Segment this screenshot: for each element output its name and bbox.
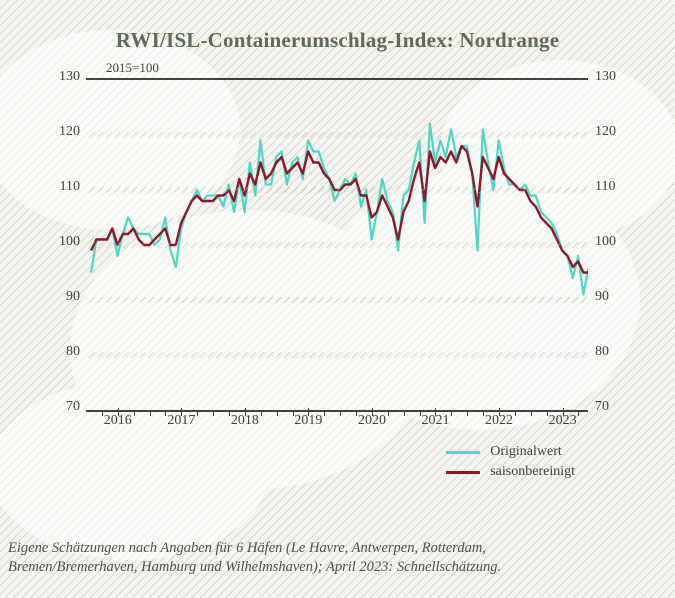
x-axis-label: 2017 xyxy=(167,413,195,429)
y-axis-label-right: 130 xyxy=(595,69,625,85)
x-tick-minor xyxy=(388,411,389,416)
x-tick-minor xyxy=(229,411,230,416)
legend-label-originalwert: Originalwert xyxy=(490,444,562,460)
y-axis-label-left: 80 xyxy=(50,344,80,360)
x-tick-minor xyxy=(134,411,135,416)
gridline xyxy=(86,187,588,193)
legend-swatch-saisonbereinigt xyxy=(446,471,480,474)
plot-area xyxy=(86,78,588,412)
x-tick-minor xyxy=(165,411,166,416)
x-tick-minor xyxy=(420,411,421,416)
gridline xyxy=(86,297,588,303)
x-tick-minor xyxy=(578,411,579,416)
y-axis-label-left: 100 xyxy=(50,234,80,250)
legend: Originalwert saisonbereinigt xyxy=(446,440,575,480)
y-axis-label-left: 70 xyxy=(50,399,80,415)
series-originalwert xyxy=(91,124,588,295)
legend-label-saisonbereinigt: saisonbereinigt xyxy=(490,464,575,480)
x-axis-label: 2016 xyxy=(104,413,132,429)
x-tick-minor xyxy=(531,411,532,416)
series-saisonbereinigt xyxy=(91,146,588,273)
footnote: Eigene Schätzungen nach Angaben für 6 Hä… xyxy=(8,539,667,578)
x-tick-minor xyxy=(483,411,484,416)
x-tick-minor xyxy=(356,411,357,416)
x-tick-minor xyxy=(277,411,278,416)
x-tick-minor xyxy=(547,411,548,416)
x-axis-label: 2023 xyxy=(549,413,577,429)
x-tick-minor xyxy=(324,411,325,416)
x-tick-minor xyxy=(467,411,468,416)
footnote-line1: Eigene Schätzungen nach Angaben für 6 Hä… xyxy=(8,540,486,556)
x-axis-label: 2020 xyxy=(358,413,386,429)
x-tick-minor xyxy=(213,411,214,416)
footnote-line2: Bremen/Bremerhaven, Hamburg und Wilhelms… xyxy=(8,559,501,575)
y-axis-label-left: 120 xyxy=(50,124,80,140)
x-tick-minor xyxy=(261,411,262,416)
y-axis-label-right: 110 xyxy=(595,179,625,195)
x-tick-minor xyxy=(293,411,294,416)
x-tick-minor xyxy=(197,411,198,416)
x-tick-minor xyxy=(150,411,151,416)
legend-swatch-originalwert xyxy=(446,451,480,454)
y-axis-label-left: 90 xyxy=(50,289,80,305)
chart-subtitle: 2015=100 xyxy=(106,60,159,76)
x-tick-minor xyxy=(404,411,405,416)
x-tick-minor xyxy=(102,411,103,416)
x-axis-label: 2019 xyxy=(294,413,322,429)
y-axis-label-right: 100 xyxy=(595,234,625,250)
y-axis-label-left: 130 xyxy=(50,69,80,85)
y-axis-label-left: 110 xyxy=(50,179,80,195)
x-axis-label: 2022 xyxy=(485,413,513,429)
gridline xyxy=(86,132,588,138)
x-tick-minor xyxy=(515,411,516,416)
legend-item-originalwert: Originalwert xyxy=(446,444,575,460)
y-axis-label-right: 120 xyxy=(595,124,625,140)
x-axis-label: 2021 xyxy=(421,413,449,429)
y-axis-label-right: 70 xyxy=(595,399,625,415)
x-tick-minor xyxy=(340,411,341,416)
y-axis-label-right: 90 xyxy=(595,289,625,305)
y-axis-label-right: 80 xyxy=(595,344,625,360)
x-tick-minor xyxy=(451,411,452,416)
chart-title: RWI/ISL-Containerumschlag-Index: Nordran… xyxy=(50,28,625,53)
chart-container: RWI/ISL-Containerumschlag-Index: Nordran… xyxy=(50,18,625,508)
x-axis-label: 2018 xyxy=(231,413,259,429)
gridline xyxy=(86,242,588,248)
legend-item-saisonbereinigt: saisonbereinigt xyxy=(446,464,575,480)
gridline xyxy=(86,352,588,358)
